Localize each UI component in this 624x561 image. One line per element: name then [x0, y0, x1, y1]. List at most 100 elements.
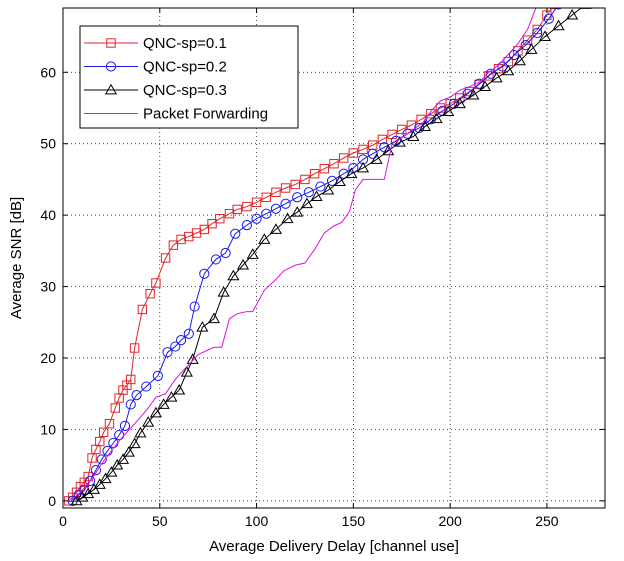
data-point: [210, 254, 222, 265]
legend-label: QNC-sp=0.3: [143, 82, 227, 99]
y-tick-label: 0: [48, 493, 56, 509]
y-tick-label: 60: [40, 64, 56, 80]
data-point: [485, 68, 496, 79]
data-point: [326, 175, 338, 186]
data-point: [502, 64, 515, 76]
y-tick-label: 50: [40, 136, 56, 152]
data-point: [230, 228, 241, 239]
data-point: [142, 416, 155, 427]
data-point: [370, 153, 383, 164]
data-point: [549, 8, 560, 10]
data-point: [426, 109, 436, 119]
data-point: [186, 353, 199, 364]
y-axis-label: Average SNR [dB]: [8, 197, 25, 319]
data-point: [271, 187, 281, 197]
x-tick-label: 100: [245, 513, 269, 529]
data-point: [269, 223, 282, 234]
legend-label: Packet Forwarding: [143, 106, 268, 123]
data-point: [538, 30, 552, 41]
y-tick-label: 20: [40, 350, 56, 366]
data-point: [579, 8, 592, 9]
data-point: [116, 453, 130, 464]
data-point: [217, 286, 230, 297]
data-point: [532, 27, 543, 39]
data-point: [338, 153, 349, 163]
data-point: [134, 426, 147, 438]
legend-entry: Packet Forwarding: [84, 106, 268, 123]
series-layer: [64, 8, 592, 506]
data-point: [513, 54, 526, 66]
legend-marker: [106, 38, 116, 48]
data-point: [497, 61, 508, 72]
y-tick-label: 40: [40, 207, 56, 223]
data-point: [281, 212, 294, 224]
data-point: [105, 466, 118, 477]
data-point: [484, 71, 494, 81]
data-point: [310, 190, 323, 201]
data-point: [358, 144, 368, 155]
grid-lines: [63, 8, 605, 508]
y-tick-label: 10: [40, 421, 56, 437]
data-point: [241, 220, 252, 231]
data-point: [170, 341, 181, 352]
data-point: [128, 437, 141, 449]
data-point: [145, 289, 155, 299]
data-point: [467, 88, 480, 100]
data-point: [525, 43, 538, 54]
data-point: [104, 419, 115, 429]
legend-marker: [104, 83, 118, 95]
data-point: [180, 366, 193, 377]
x-tick-label: 250: [535, 513, 559, 529]
series-line: [76, 8, 582, 502]
data-point: [199, 224, 210, 235]
x-tick-label: 200: [438, 513, 462, 529]
data-point: [162, 347, 173, 358]
x-tick-label: 50: [152, 513, 168, 529]
data-point: [490, 71, 503, 83]
data-point: [119, 420, 131, 431]
x-axis-label: Average Delivery Delay [channel use]: [209, 538, 459, 555]
data-point: [520, 40, 531, 51]
data-point: [407, 130, 420, 141]
data-point: [93, 478, 106, 489]
data-point: [258, 233, 271, 244]
data-point: [173, 383, 186, 395]
data-point: [110, 403, 120, 413]
data-point: [125, 399, 136, 410]
data-point: [85, 475, 96, 486]
legend-marker: [105, 61, 117, 72]
data-point: [149, 406, 162, 418]
data-point: [70, 494, 83, 506]
legend-entry: QNC-sp=0.2: [84, 59, 227, 76]
series-line: [72, 8, 557, 502]
y-tick-label: 30: [40, 279, 56, 295]
data-point: [151, 278, 161, 288]
series-3: [70, 8, 592, 506]
data-point: [98, 427, 109, 437]
legend-label: QNC-sp=0.2: [143, 59, 227, 76]
legend-label: QNC-sp=0.1: [143, 35, 227, 52]
data-point: [478, 80, 492, 91]
x-tick-label: 0: [59, 513, 67, 529]
legend-entry: QNC-sp=0.1: [84, 35, 227, 52]
data-point: [522, 35, 533, 45]
data-point: [99, 472, 112, 484]
legend-items: QNC-sp=0.1 QNC-sp=0.2 QNC-sp=0.3 Packet For…: [84, 35, 268, 123]
axis-ticks: 0 50 100 150 200 250 0 10 20 30 40 50 60: [40, 8, 605, 529]
data-point: [393, 136, 406, 147]
data-point: [131, 390, 142, 401]
data-point: [137, 304, 148, 315]
data-point: [543, 13, 554, 24]
data-point: [183, 328, 194, 339]
data-point: [76, 491, 89, 502]
data-point: [566, 8, 579, 20]
data-point: [199, 268, 210, 279]
data-point: [367, 148, 378, 159]
data-point: [141, 381, 152, 392]
data-point: [448, 98, 460, 109]
data-point: [261, 192, 271, 202]
data-point: [246, 248, 259, 259]
data-point: [122, 446, 135, 457]
data-point: [303, 187, 314, 198]
